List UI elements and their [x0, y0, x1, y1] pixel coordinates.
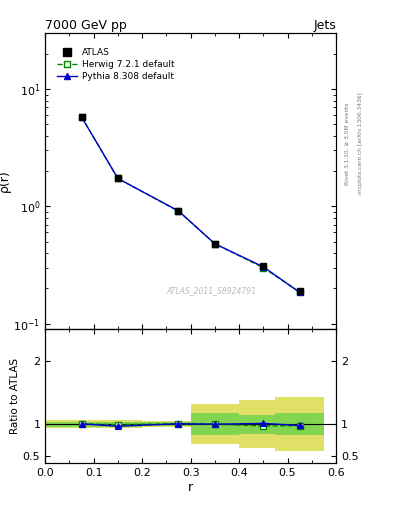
X-axis label: r: r	[188, 481, 193, 494]
Text: ATLAS_2011_S8924791: ATLAS_2011_S8924791	[166, 286, 256, 295]
Bar	[239, 415, 275, 434]
Bar	[45, 420, 94, 429]
Text: 7000 GeV pp: 7000 GeV pp	[45, 19, 127, 32]
Bar	[142, 422, 191, 426]
Bar	[191, 404, 239, 444]
Bar	[142, 421, 191, 427]
Y-axis label: ρ(r): ρ(r)	[0, 170, 11, 193]
Bar	[275, 397, 324, 451]
Bar	[94, 421, 142, 426]
Bar	[275, 413, 324, 435]
Bar	[45, 421, 94, 426]
Text: Jets: Jets	[313, 19, 336, 32]
Text: mcplots.cern.ch [arXiv:1306.3436]: mcplots.cern.ch [arXiv:1306.3436]	[358, 93, 363, 194]
Bar	[94, 420, 142, 428]
Bar	[239, 400, 275, 448]
Legend: ATLAS, Herwig 7.2.1 default, Pythia 8.308 default: ATLAS, Herwig 7.2.1 default, Pythia 8.30…	[55, 47, 176, 83]
Y-axis label: Ratio to ATLAS: Ratio to ATLAS	[10, 358, 20, 434]
Text: Rivet 3.1.10, ≥ 3.5M events: Rivet 3.1.10, ≥ 3.5M events	[345, 102, 350, 185]
Bar	[191, 413, 239, 436]
